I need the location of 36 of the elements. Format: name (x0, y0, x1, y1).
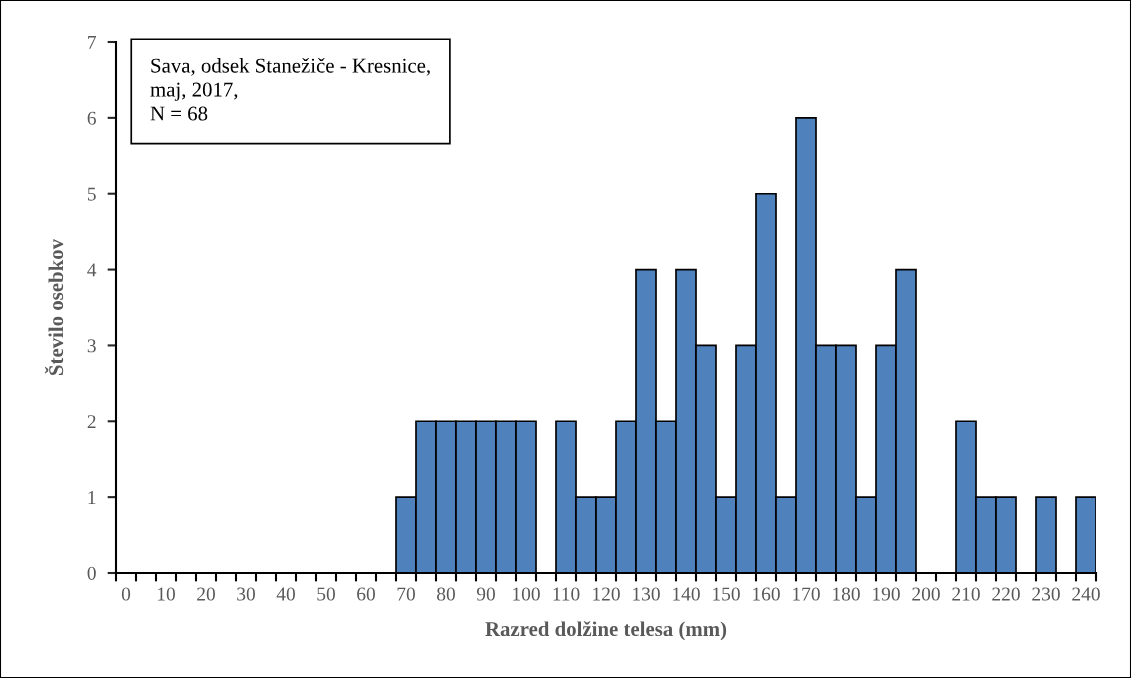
x-tick-label: 30 (237, 587, 255, 601)
y-tick-label: 0 (87, 566, 96, 580)
y-tick-label: 5 (87, 187, 96, 201)
y-axis-title: Število osebkov (44, 238, 64, 375)
x-tick-label: 70 (397, 587, 415, 601)
x-tick-label: 50 (317, 587, 335, 601)
x-tick-label: 150 (713, 587, 740, 601)
x-tick-label: 120 (593, 587, 620, 601)
x-tick-label: 60 (357, 587, 375, 601)
x-tick-label: 0 (121, 587, 131, 601)
x-tick-label: 190 (873, 587, 900, 601)
y-tick-label: 2 (87, 415, 96, 429)
x-tick-label: 200 (912, 587, 940, 601)
y-tick-label: 7 (88, 36, 96, 49)
x-tick-label: 180 (833, 587, 860, 601)
y-tick-label: 1 (88, 491, 96, 504)
x-tick-label: 90 (476, 587, 495, 601)
x-tick-label: 220 (992, 587, 1020, 601)
x-tick-label: 240 (1072, 587, 1100, 601)
y-tick-label: 6 (87, 111, 96, 125)
x-tick-label: 210 (952, 587, 980, 601)
x-tick-label: 10 (157, 587, 175, 601)
x-tick-label: 140 (673, 587, 700, 601)
x-tick-label: 110 (553, 587, 580, 601)
x-tick-label: 100 (513, 587, 540, 601)
x-tick-label: 160 (753, 587, 780, 601)
x-tick-label: 40 (276, 587, 295, 601)
x-tick-label: 20 (197, 587, 215, 601)
x-tick-label: 170 (793, 587, 820, 601)
annotation: Sava, odsek Stanežiče - Kresnice, maj, 2017, N = 68 (150, 57, 430, 121)
x-axis-title: Razred dolžine telesa (mm) (485, 621, 727, 641)
x-tick-label: 130 (633, 587, 660, 601)
y-tick-label: 3 (87, 339, 96, 353)
x-tick-label: 230 (1032, 587, 1060, 601)
x-tick-label: 80 (437, 587, 455, 601)
y-tick-label: 4 (87, 263, 97, 277)
